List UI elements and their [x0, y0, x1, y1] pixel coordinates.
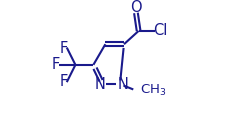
Text: F: F [59, 74, 67, 89]
Text: O: O [130, 0, 141, 15]
Text: N: N [117, 77, 128, 92]
Text: N: N [94, 77, 105, 92]
Text: CH$_3$: CH$_3$ [139, 83, 166, 98]
Text: F: F [51, 57, 59, 72]
Text: Cl: Cl [152, 23, 166, 38]
Text: F: F [59, 41, 67, 56]
